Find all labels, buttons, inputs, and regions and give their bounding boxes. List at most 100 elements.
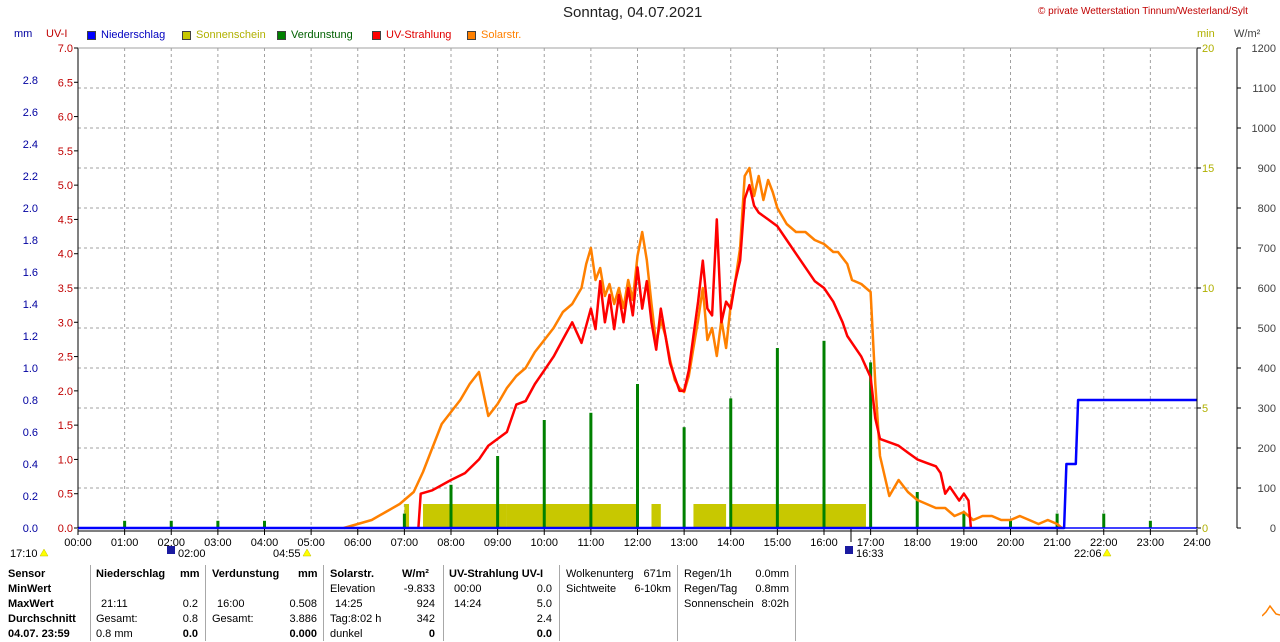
chart-title: Sonntag, 04.07.2021 xyxy=(563,4,703,21)
uvi-tick-label: 1.0 xyxy=(58,454,73,466)
uvi-tick-label: 3.5 xyxy=(58,283,73,295)
evaporation-spike xyxy=(1055,513,1059,528)
evaporation-spike xyxy=(589,412,593,528)
x-tick-label: 08:00 xyxy=(437,537,465,549)
legend-label-verdunstung: Verdunstung xyxy=(291,29,353,41)
wm2-tick-label: 300 xyxy=(1258,403,1276,415)
solar-dark-value: 0 xyxy=(428,628,435,640)
mm-tick-label: 2.2 xyxy=(23,171,38,183)
solar-unit: W/m² xyxy=(402,568,429,580)
x-tick-label: 05:00 xyxy=(297,537,325,549)
wm2-tick-label: 500 xyxy=(1258,323,1276,335)
sensor-title: Sensor xyxy=(8,568,46,580)
x-tick-label: 21:00 xyxy=(1043,537,1071,549)
mm-tick-label: 0.4 xyxy=(23,459,38,471)
wm2-tick-label: 1100 xyxy=(1252,83,1276,95)
uvi-tick-label: 5.5 xyxy=(58,146,73,158)
x-tick-label: 09:00 xyxy=(484,537,512,549)
solar-elev-label: Elevation xyxy=(330,583,376,595)
x-tick-label: 04:00 xyxy=(251,537,279,549)
moonrise-icon xyxy=(167,546,175,554)
solar-title: Solarstr. xyxy=(330,568,375,580)
wm2-tick-label: 700 xyxy=(1258,243,1276,255)
evaporation-spike xyxy=(962,513,966,528)
uvi-tick-label: 1.5 xyxy=(58,420,73,432)
x-tick-label: 07:00 xyxy=(391,537,419,549)
min-tick-label: 10 xyxy=(1202,283,1214,295)
divider xyxy=(90,565,91,641)
series-line-uvstrahlung xyxy=(417,183,973,529)
series-layer xyxy=(78,166,1197,530)
evap-total-label: Gesamt: xyxy=(212,613,254,625)
evap-unit: mm xyxy=(298,568,318,580)
rain-total-value: 0.8 xyxy=(182,613,198,625)
evap-total-value: 3.886 xyxy=(289,613,317,625)
sun-marker xyxy=(39,548,49,557)
mm-tick-label: 2.8 xyxy=(23,75,38,87)
rain-day-value: 0.8mm xyxy=(755,583,789,595)
mm-tick-label: 0.0 xyxy=(23,523,38,535)
rain-unit: mm xyxy=(180,568,200,580)
evaporation-spike xyxy=(1148,520,1152,528)
mm-tick-label: 2.4 xyxy=(23,139,38,151)
labels-layer: 0.0 0.2 0.4 0.6 0.8 1.0 1.2 1.4 1.6 1.8 2.0 2.2 2.4 2… xyxy=(23,43,1276,557)
divider xyxy=(323,565,324,641)
legend-label-sonnenschein: Sonnenschein xyxy=(196,29,266,41)
legend-swatch-uv xyxy=(372,31,381,40)
evaporation-spike xyxy=(123,520,127,528)
evaporation-spike xyxy=(216,520,220,528)
rain-1h-label: Regen/1h xyxy=(684,568,732,580)
stats-table: Sensor MinWert MaxWert Durchschnitt 04.0… xyxy=(0,563,1280,641)
mm-tick-label: 0.2 xyxy=(23,491,38,503)
axis-unit-wm2: W/m² xyxy=(1234,28,1261,40)
min-tick-label: 0 xyxy=(1202,523,1208,535)
sunshine-bar xyxy=(730,504,866,528)
mm-tick-label: 0.8 xyxy=(23,395,38,407)
wm2-tick-label: 0 xyxy=(1270,523,1276,535)
cloud-base-value: 671m xyxy=(643,568,671,580)
evaporation-spike xyxy=(822,340,826,528)
uv-max-time: 14:24 xyxy=(454,598,482,610)
moonset-label: 16:33 xyxy=(856,548,884,560)
uv-date-value: 0.0 xyxy=(536,628,552,640)
divider xyxy=(205,565,206,641)
x-tick-label: 22:00 xyxy=(1090,537,1118,549)
legend-label-solar: Solarstr. xyxy=(481,29,522,41)
wm2-tick-label: 400 xyxy=(1258,363,1276,375)
uvi-tick-label: 2.5 xyxy=(58,352,73,364)
solar-elev-value: -9.833 xyxy=(403,583,435,595)
mm-tick-label: 1.8 xyxy=(23,235,38,247)
uv-max-value: 5.0 xyxy=(536,598,552,610)
uv-avg-value: 2.4 xyxy=(536,613,552,625)
visibility-value: 6-10km xyxy=(634,583,671,595)
moonset-icon xyxy=(845,546,853,554)
rain-date-value: 0.8 mm xyxy=(96,628,133,640)
x-tick-label: 17:00 xyxy=(857,537,885,549)
evaporation-spike xyxy=(496,456,500,528)
legend-swatch-sonnenschein xyxy=(182,31,191,40)
divider xyxy=(795,565,796,641)
rain-1h-value: 0.0mm xyxy=(755,568,789,580)
evaporation-spike xyxy=(402,513,406,528)
mm-tick-label: 1.4 xyxy=(23,299,38,311)
mm-tick-label: 2.0 xyxy=(23,203,38,215)
evaporation-spike xyxy=(636,384,639,528)
x-tick-label: 24:00 xyxy=(1183,537,1211,549)
divider xyxy=(443,565,444,641)
legend-swatch-niederschlag xyxy=(87,31,96,40)
row-label-min: MinWert xyxy=(8,583,52,595)
evap-title: Verdunstung xyxy=(212,568,280,580)
solar-day-value: 342 xyxy=(416,613,435,625)
x-tick-label: 14:00 xyxy=(717,537,745,549)
wm2-tick-label: 600 xyxy=(1258,283,1276,295)
row-label-avg: Durchschnitt xyxy=(8,613,76,625)
x-tick-label: 15:00 xyxy=(764,537,792,549)
sunshine-bar xyxy=(404,504,410,528)
uvi-tick-label: 6.0 xyxy=(58,112,73,124)
evaporation-spike xyxy=(915,492,919,528)
uvi-tick-label: 3.0 xyxy=(58,317,73,329)
sunshine-bar xyxy=(693,504,727,528)
axis-unit-mm: mm xyxy=(14,28,33,40)
x-tick-label: 23:00 xyxy=(1137,537,1165,549)
mm-tick-label: 2.6 xyxy=(23,107,38,119)
